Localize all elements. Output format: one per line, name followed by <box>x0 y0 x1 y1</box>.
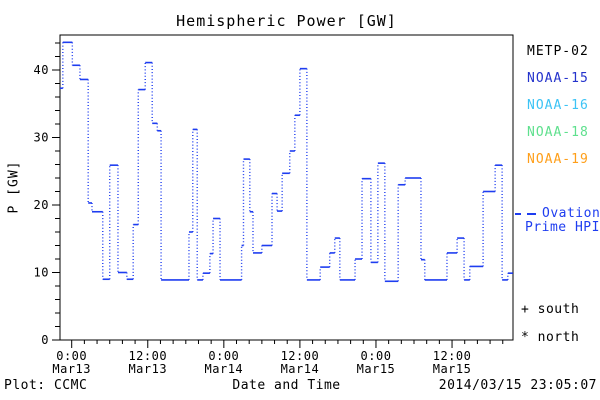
legend-item-noaa18: NOAA-18 <box>527 125 589 140</box>
plot-frame <box>59 34 514 341</box>
x-tick-label-date: Mar14 <box>205 362 244 376</box>
legend-item-noaa19: NOAA-19 <box>527 152 589 167</box>
y-tick-label: 30 <box>34 131 49 145</box>
ovation-line-sample-dash2 <box>527 213 536 215</box>
legend-marker-south: + south <box>521 302 580 317</box>
ovation-label-line1: Ovation <box>542 206 600 221</box>
x-tick-label-time: 0:00 <box>56 349 87 363</box>
x-tick-label-date: Mar13 <box>52 362 91 376</box>
y-tick-label: 20 <box>34 198 49 212</box>
ovation-line-sample-dash1 <box>515 213 521 215</box>
legend-marker-north: * north <box>521 330 580 345</box>
plot-timestamp: 2014/03/15 23:05:07 <box>438 378 597 393</box>
x-tick-label-time: 12:00 <box>128 349 167 363</box>
y-tick-label: 10 <box>34 266 49 280</box>
legend-item-noaa15: NOAA-15 <box>527 71 589 86</box>
legend-item-metp02: METP-02 <box>527 44 589 59</box>
chart-title: Hemispheric Power [GW] <box>176 12 397 30</box>
y-tick-label: 40 <box>34 63 49 77</box>
x-tick-label-date: Mar15 <box>357 362 396 376</box>
x-tick-label-date: Mar15 <box>433 362 472 376</box>
x-axis-label: Date and Time <box>232 378 341 393</box>
legend-item-noaa16: NOAA-16 <box>527 98 589 113</box>
x-tick-label-time: 0:00 <box>361 349 392 363</box>
x-tick-label-time: 12:00 <box>281 349 320 363</box>
ovation-label-line2: Prime HPI <box>525 220 600 235</box>
x-tick-label-date: Mar14 <box>281 362 320 376</box>
y-tick-label: 0 <box>41 333 49 347</box>
plot-credit: Plot: CCMC <box>4 378 88 393</box>
x-tick-label-time: 12:00 <box>433 349 472 363</box>
x-tick-label-time: 0:00 <box>208 349 239 363</box>
x-tick-label-date: Mar13 <box>128 362 167 376</box>
